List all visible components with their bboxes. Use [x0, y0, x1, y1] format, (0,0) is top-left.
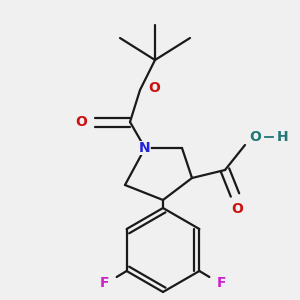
Text: N: N [139, 141, 151, 155]
Text: O: O [148, 81, 160, 95]
Text: O: O [249, 130, 261, 144]
Text: F: F [217, 276, 226, 290]
Text: O: O [75, 115, 87, 129]
Text: F: F [100, 276, 110, 290]
Text: O: O [231, 202, 243, 216]
Text: H: H [277, 130, 289, 144]
